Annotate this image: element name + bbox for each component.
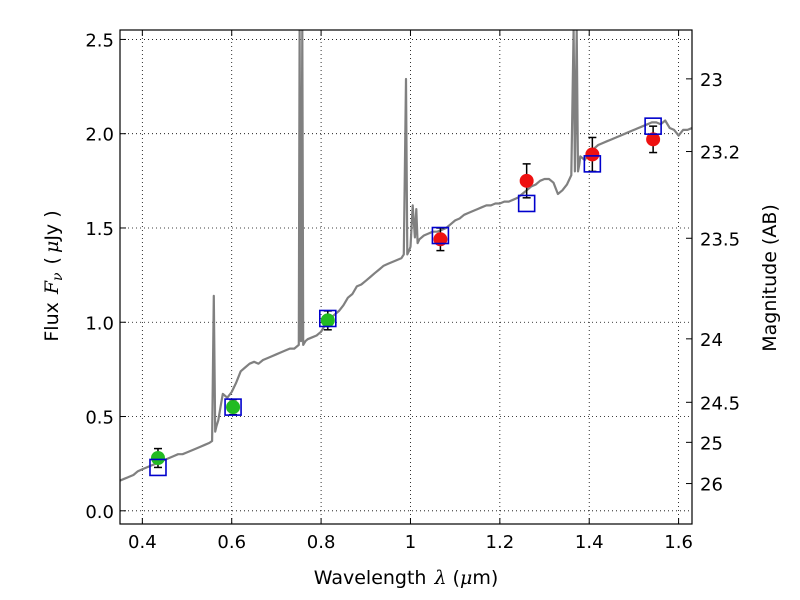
x-axis-label: Wavelength λ (μm) — [314, 567, 498, 589]
x-tick-label: 0.6 — [217, 532, 246, 553]
grid — [120, 30, 692, 524]
y2-tick-label: 24.5 — [700, 393, 740, 414]
axis-ticks: 0.4 0.6 0.8 1 1.2 1.4 1.6 0.0 0.5 1.0 1.5 2.0 2.5 23 2… — [85, 30, 740, 553]
y-axis-label: FluxFν(μJy ) — [41, 210, 66, 341]
model-point — [517, 194, 536, 213]
x-tick-label: 1.6 — [664, 532, 693, 553]
y2-tick-label: 24 — [700, 330, 723, 351]
red-data-point — [646, 132, 661, 147]
x-tick-label: 0.8 — [307, 532, 336, 553]
red-data-point — [519, 173, 534, 188]
model-point — [149, 458, 167, 477]
y2-tick-label: 25 — [700, 433, 723, 454]
y-tick-label: 2.0 — [85, 125, 114, 146]
x-tick-label: 1 — [405, 532, 416, 553]
y-tick-label: 0.0 — [85, 502, 114, 523]
green-data-point — [320, 313, 335, 328]
x-tick-label: 1.2 — [486, 532, 515, 553]
y2-tick-label: 23.5 — [700, 229, 740, 250]
y-tick-label: 2.5 — [85, 30, 114, 51]
y2-tick-label: 23 — [700, 70, 723, 91]
green-data-point — [226, 400, 241, 415]
green-data-point — [150, 451, 165, 466]
model-point — [431, 226, 450, 245]
model-point — [583, 155, 602, 173]
y-tick-label: 1.0 — [85, 313, 114, 334]
x-tick-label: 0.4 — [128, 532, 157, 553]
plot-frame — [119, 29, 693, 525]
x-tick-label: 1.4 — [575, 532, 604, 553]
model-point — [644, 117, 662, 135]
y2-tick-label: 23.2 — [700, 143, 740, 164]
y-tick-label: 0.5 — [85, 408, 114, 429]
red-data-point — [585, 147, 600, 162]
y2-tick-label: 26 — [700, 475, 723, 496]
y-tick-label: 1.5 — [85, 219, 114, 240]
model-point — [318, 309, 337, 328]
points-layer — [149, 117, 662, 477]
y2-axis-label: Magnitude (AB) — [759, 204, 781, 352]
spectrum-layer — [120, 30, 692, 482]
model-point — [224, 398, 242, 416]
spectrum-line — [120, 30, 692, 482]
